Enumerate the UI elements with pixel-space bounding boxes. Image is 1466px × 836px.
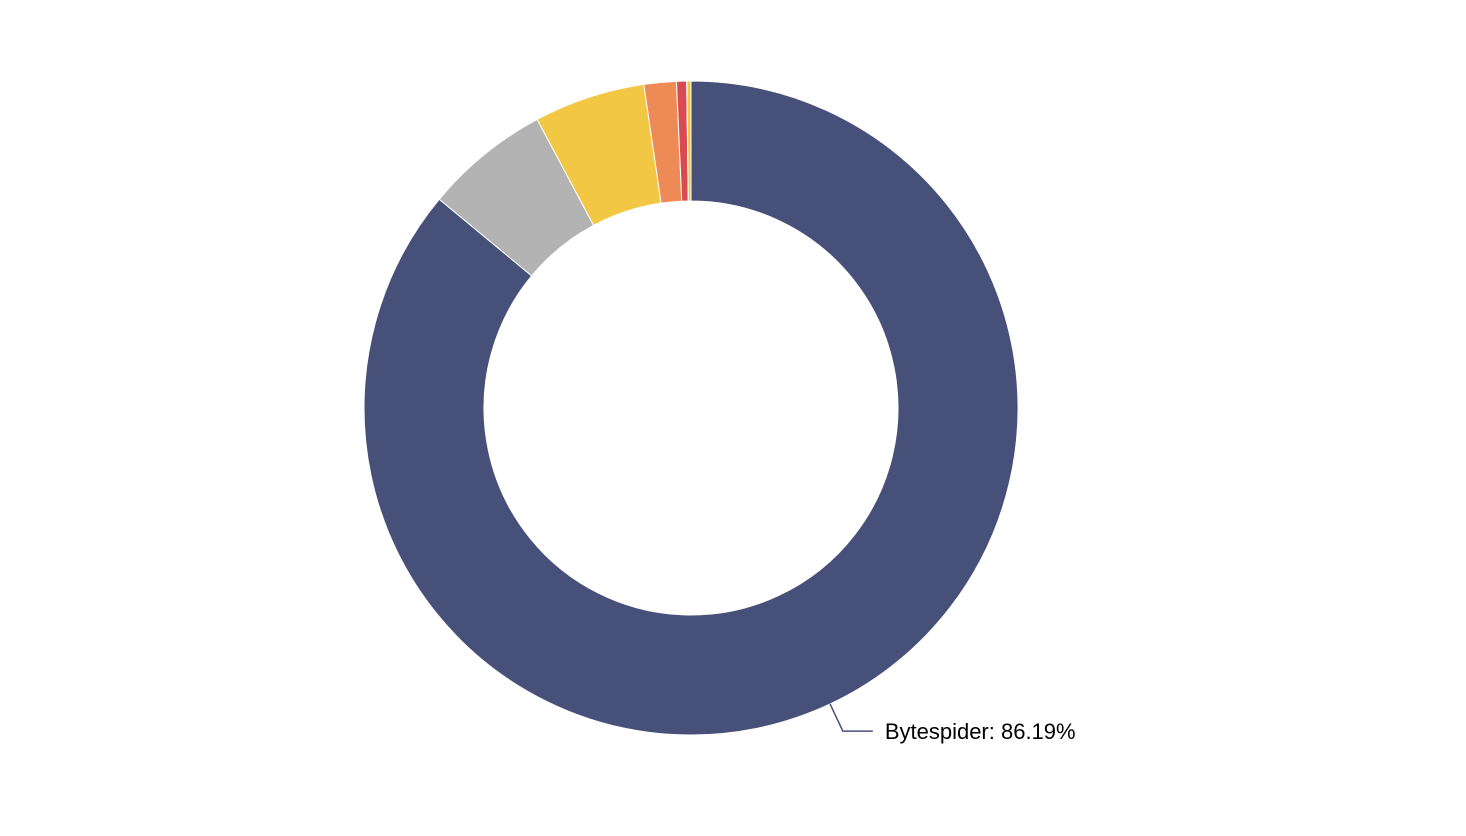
slices-group	[363, 80, 1019, 736]
callouts-group: Bytespider: 86.19%	[829, 703, 1076, 744]
callout-leader-line-0	[829, 703, 873, 732]
callout-label-0: Bytespider: 86.19%	[885, 719, 1076, 744]
donut-slice-6	[686, 80, 692, 202]
donut-slice-0	[363, 80, 1019, 736]
